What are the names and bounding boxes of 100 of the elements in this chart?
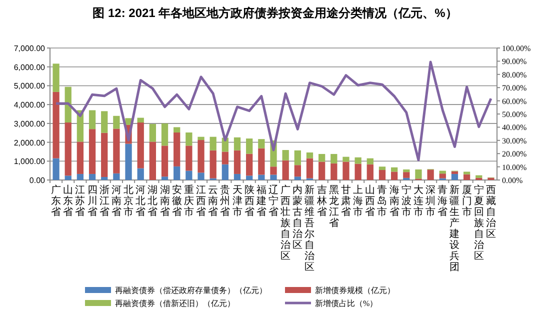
bar [270,166,277,175]
y2-tick-label: 20.00% [502,150,527,159]
bar [210,150,216,178]
bar [125,144,132,180]
x-tick-label: 江苏省 [75,184,86,218]
bar [390,172,398,180]
bar [52,158,60,180]
bar [101,132,108,177]
x-tick-label: 北京市 [124,184,134,218]
x-tick-label: 西藏自治区 [486,185,496,240]
bar [318,162,326,180]
y2-tick-label: 60.00% [502,96,527,106]
x-tick-label: 湖南省 [160,184,170,218]
y2-tick-label: 50.00% [502,110,527,119]
legend-label: 再融资债券（借新还旧）（亿元） [115,299,235,308]
y2-tick-label: 100.00% [502,44,531,53]
bar [198,172,204,180]
x-tick-label: 陕西省 [244,184,254,218]
x-tick-label: 新疆维吾尔自治区 [304,184,315,273]
x-tick-label: 厦门市 [462,185,472,218]
bar [390,167,398,172]
bar [88,110,96,130]
x-tick-label: 青海省 [438,184,448,218]
bar [463,172,470,174]
x-tick-label: 浙江省 [99,184,110,218]
y2-tick-label: 30.00% [502,136,527,146]
x-tick-label: 辽宁省 [268,184,278,218]
bar [186,170,192,180]
bar [210,136,216,150]
bar [198,140,204,173]
x-tick-label: 湖北省 [148,184,158,218]
bar [101,176,108,180]
bar [222,152,228,164]
bar [174,132,180,166]
bar [76,142,84,174]
bar [186,146,192,171]
x-tick-label: 宁波市 [401,184,412,218]
bar [149,124,156,142]
x-tick-label: 大连市 [413,184,424,218]
bar [113,128,120,174]
y-tick-label: 5,000.00 [14,82,46,91]
x-tick-label: 甘肃省 [340,184,351,218]
y2-tick-label: 90.00% [502,57,527,66]
bar [198,136,204,140]
x-tick-label: 黑龙江省 [328,185,339,229]
x-tick-label: 云南省 [208,185,218,218]
bar [174,127,180,132]
x-tick-label: 河北省 [136,184,146,218]
y2-tick-label: 70.00% [502,84,527,93]
y-tick-label: 4,000.00 [14,100,46,110]
x-tick-label: 吉林省 [316,184,327,218]
legend-label: 再融资债券（偿还政府存量债务）（亿元） [115,286,267,295]
x-tick-label: 贵州省 [220,184,230,218]
y-tick-label: 6,000.00 [14,62,46,72]
bar [366,164,374,180]
bar [354,157,362,164]
bar [186,132,192,146]
bar [246,138,253,154]
bar [415,169,422,179]
x-tick-label: 内蒙古自治区 [292,184,303,251]
x-tick-label: 广西壮族自治区 [280,184,291,262]
bar [294,150,301,166]
bar [137,118,144,122]
x-tick-label: 上海市 [353,184,364,218]
x-tick-label: 天津市 [232,185,242,218]
bar [378,170,386,180]
bar [52,92,60,158]
bar [246,176,253,180]
x-tick-label: 山东省 [63,184,74,218]
bar [330,154,338,164]
bar [258,174,265,180]
bar [76,174,84,180]
x-tick-label: 新疆生产建设兵团 [448,184,460,273]
x-tick-label: 山西省 [365,184,376,218]
x-tick-label: 宁夏回族自治区 [474,184,484,262]
y2-tick-label: 0.00% [502,176,523,185]
x-tick-label: 重庆市 [184,184,194,218]
bar [64,122,72,176]
bar [113,116,120,129]
bar [52,64,60,92]
y-tick-label: 7,000.00 [14,44,46,53]
bar [306,152,314,158]
bar [258,148,265,175]
chart-title: 图 12: 2021 年各地区地方政府债券按资金用途分类情况（亿元、%） [92,6,458,20]
bar [234,137,241,150]
x-tick-label: 深圳市 [424,184,436,218]
x-tick-label: 安徽省 [172,184,182,218]
bar [174,166,180,180]
bar [354,164,362,180]
bar [64,176,72,180]
bar [378,166,386,170]
bar [330,163,338,180]
bar [101,111,108,133]
legend-label: 新增债占比（%） [315,299,378,308]
bar [161,146,168,177]
bar [258,139,265,148]
bar [161,176,168,180]
y-tick-label: 1,000.00 [14,157,46,166]
line-series [54,60,492,162]
bar [451,174,458,180]
